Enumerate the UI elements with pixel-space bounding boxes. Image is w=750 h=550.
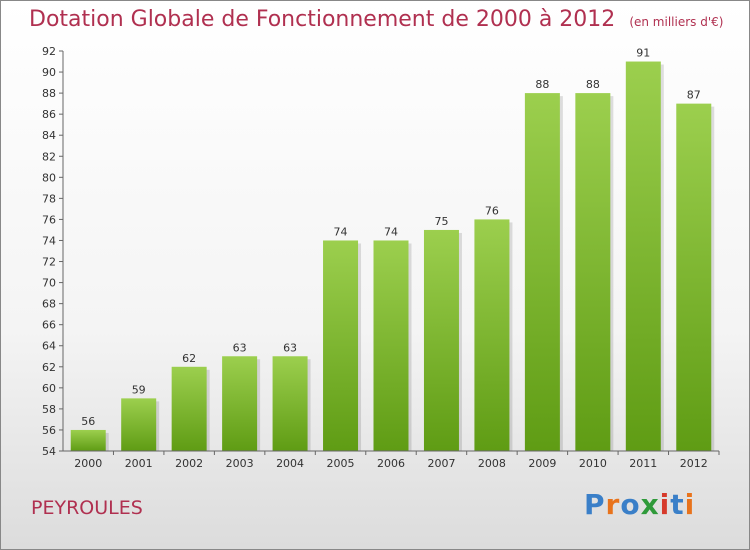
bar-value-label: 74 — [334, 225, 348, 238]
bar-value-label: 63 — [233, 341, 247, 354]
bar — [323, 240, 359, 451]
bar — [272, 356, 308, 451]
y-tick-label: 80 — [42, 171, 56, 184]
y-tick-label: 84 — [42, 129, 56, 142]
y-axis: 54 56 58 60 62 64 66 68 70 72 74 76 78 80 82 84 86 88 90 92 — [42, 45, 64, 458]
bar — [676, 103, 712, 451]
y-tick-label: 60 — [42, 382, 56, 395]
bar-value-label: 88 — [535, 78, 549, 91]
y-tick-label: 82 — [42, 150, 56, 163]
bar-value-label: 75 — [434, 215, 448, 228]
bar-value-label: 87 — [687, 89, 701, 102]
logo-letter: r — [605, 488, 621, 521]
y-tick-label: 66 — [42, 319, 56, 332]
y-tick-label: 78 — [42, 192, 56, 205]
bar — [474, 219, 510, 451]
x-tick-label: 2004 — [276, 457, 304, 470]
y-tick-label: 62 — [42, 361, 56, 374]
bar — [625, 61, 661, 452]
logo-letter: o — [620, 488, 641, 521]
y-tick-label: 76 — [42, 213, 56, 226]
y-tick-label: 72 — [42, 256, 56, 269]
y-tick-label: 86 — [42, 108, 56, 121]
x-tick-label: 2005 — [327, 457, 355, 470]
logo-letter: i — [659, 488, 671, 521]
y-tick-label: 70 — [42, 277, 56, 290]
y-tick-label: 74 — [42, 234, 56, 247]
bar-value-label: 59 — [132, 383, 146, 396]
x-tick-label: 2008 — [478, 457, 506, 470]
logo-letter: P — [584, 488, 606, 521]
y-tick-label: 58 — [42, 403, 56, 416]
y-tick-label: 64 — [42, 340, 56, 353]
proxiti-logo: Proxiti — [584, 488, 695, 521]
bar — [373, 240, 409, 451]
y-tick-label: 56 — [42, 424, 56, 437]
bar — [222, 356, 258, 451]
bar — [575, 93, 611, 452]
x-axis: 2000 2001 2002 2003 2004 2005 2006 2007 2008 2009… — [63, 450, 720, 470]
bar — [171, 366, 207, 451]
bar — [423, 229, 459, 451]
y-tick-label: 90 — [42, 66, 56, 79]
logo-letter: x — [640, 488, 660, 521]
x-tick-label: 2006 — [377, 457, 405, 470]
bar — [121, 398, 157, 451]
x-tick-label: 2000 — [74, 457, 102, 470]
x-tick-label: 2009 — [528, 457, 556, 470]
bar-value-label: 74 — [384, 225, 398, 238]
y-tick-label: 54 — [42, 445, 56, 458]
x-tick-label: 2003 — [226, 457, 254, 470]
place-name: PEYROULES — [31, 497, 143, 519]
chart-unit: (en milliers d'€) — [629, 15, 724, 29]
bar-value-label: 88 — [586, 78, 600, 91]
bar-value-label: 56 — [81, 415, 95, 428]
bar — [524, 93, 560, 452]
bar — [70, 429, 106, 451]
bar-value-label: 62 — [182, 352, 196, 365]
y-tick-label: 88 — [42, 87, 56, 100]
y-tick-label: 92 — [42, 45, 56, 58]
x-tick-label: 2002 — [175, 457, 203, 470]
chart-title: Dotation Globale de Fonctionnement de 20… — [29, 7, 723, 32]
y-tick-label: 68 — [42, 298, 56, 311]
x-tick-label: 2010 — [579, 457, 607, 470]
chart-title-text: Dotation Globale de Fonctionnement de 20… — [29, 7, 616, 32]
bar-value-label: 91 — [636, 47, 650, 60]
x-tick-label: 2011 — [629, 457, 657, 470]
x-tick-label: 2001 — [125, 457, 153, 470]
x-tick-label: 2012 — [680, 457, 708, 470]
logo-letter: i — [684, 488, 696, 521]
x-tick-label: 2007 — [427, 457, 455, 470]
bar-value-label: 63 — [283, 341, 297, 354]
bars: 56 59 62 63 63 74 74 75 76 88 88 91 87 — [70, 47, 715, 452]
bar-value-label: 76 — [485, 204, 499, 217]
logo-letter: t — [670, 488, 685, 521]
